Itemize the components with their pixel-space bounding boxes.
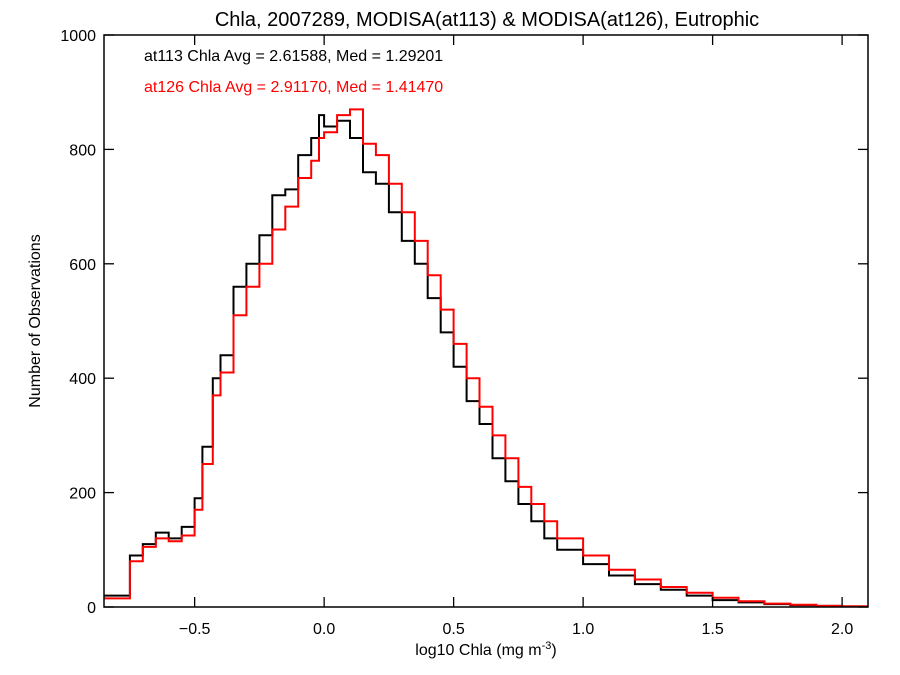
annotation-series-1: at113 Chla Avg = 2.61588, Med = 1.29201 — [144, 48, 443, 65]
x-tick-label-2: 0.5 — [443, 621, 465, 638]
x-axis: −0.5 0.0 0.5 1.0 1.5 2.0 — [179, 35, 853, 638]
y-tick-label-1: 200 — [69, 486, 96, 503]
annotation-series-2: at126 Chla Avg = 2.91170, Med = 1.41470 — [144, 79, 443, 96]
y-tick-label-2: 400 — [69, 371, 96, 388]
x-axis-label: log10 Chla (mg m-3) — [415, 640, 556, 659]
y-tick-label-3: 600 — [69, 257, 96, 274]
x-axis-label-superscript: -3 — [542, 640, 552, 652]
series-2-line — [104, 108, 868, 608]
x-axis-label-close: ) — [551, 642, 556, 659]
x-tick-label-4: 1.5 — [701, 621, 723, 638]
y-tick-label-4: 800 — [69, 142, 96, 159]
x-tick-label-3: 1.0 — [572, 621, 594, 638]
y-tick-label-0: 0 — [87, 600, 96, 617]
y-axis: 0 200 400 600 800 1000 — [60, 28, 868, 617]
chart-title: Chla, 2007289, MODISA(at113) & MODISA(at… — [215, 9, 759, 31]
plot-frame — [103, 34, 869, 608]
y-axis-label: Number of Observations — [27, 234, 44, 407]
y-tick-label-5: 1000 — [60, 28, 96, 45]
x-tick-label-0: −0.5 — [179, 621, 211, 638]
x-tick-label-1: 0.0 — [313, 621, 335, 638]
x-tick-label-5: 2.0 — [831, 621, 853, 638]
plot-area — [104, 108, 868, 608]
